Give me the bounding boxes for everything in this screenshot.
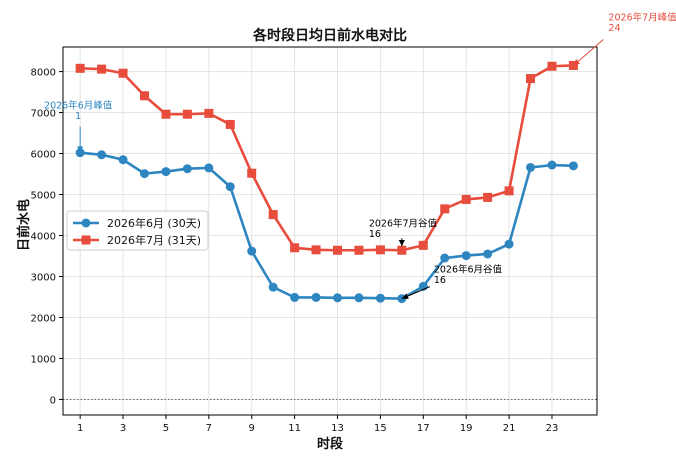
annotation-label-4: 2026年6月谷值 16 bbox=[434, 264, 503, 287]
series-1-point bbox=[461, 251, 471, 261]
annotation-label-1-line: 2026年6月峰值 bbox=[44, 100, 113, 112]
series-2-point bbox=[461, 194, 471, 204]
series-1-point bbox=[247, 246, 257, 256]
series-1-point bbox=[504, 239, 514, 249]
x-tick-label: 9 bbox=[249, 423, 255, 434]
series-2-point bbox=[97, 64, 107, 74]
annotation-label-3-line: 16 bbox=[369, 229, 381, 240]
legend-box bbox=[66, 210, 209, 251]
series-2-point bbox=[118, 68, 128, 78]
annotation-label-2-line: 2026年7月峰值 bbox=[608, 11, 676, 23]
series-2-point bbox=[547, 61, 557, 71]
series-2-point bbox=[504, 186, 514, 196]
series-1-point bbox=[182, 164, 192, 174]
series-1-point bbox=[97, 150, 107, 160]
y-axis-label: 日前水电 bbox=[16, 199, 32, 251]
annotation-3-arrowhead bbox=[398, 239, 405, 247]
series-2-point bbox=[333, 245, 343, 255]
y-tick-label: 2000 bbox=[31, 313, 56, 324]
legend-label: 2026年6月 (30天) bbox=[107, 216, 201, 230]
x-tick-label: 23 bbox=[546, 423, 559, 434]
annotation-label-2: 2026年7月峰值 24 bbox=[608, 11, 676, 34]
series-1-point bbox=[375, 293, 385, 303]
series-1-point bbox=[161, 167, 171, 177]
series-1-point bbox=[547, 160, 557, 170]
legend-label: 2026年7月 (31天) bbox=[107, 233, 201, 247]
x-tick-label: 5 bbox=[163, 423, 169, 434]
series-1-point bbox=[483, 249, 493, 259]
series-1-point bbox=[354, 293, 364, 303]
annotation-label-2-line: 24 bbox=[608, 23, 620, 34]
y-tick-label: 6000 bbox=[31, 150, 56, 161]
y-tick-label: 8000 bbox=[31, 68, 56, 79]
annotation-label-4-line: 2026年6月谷值 bbox=[434, 264, 503, 276]
x-tick-label: 21 bbox=[503, 423, 516, 434]
series-1-point bbox=[333, 293, 343, 303]
x-tick-label: 15 bbox=[374, 423, 387, 434]
series-2-point bbox=[311, 245, 321, 255]
grid-lines bbox=[63, 47, 597, 415]
series-2-point bbox=[354, 245, 364, 255]
x-tick-label: 19 bbox=[460, 423, 473, 434]
annotation-label-4-line: 16 bbox=[434, 275, 446, 286]
x-tick-label: 11 bbox=[288, 423, 301, 434]
series-2-point bbox=[75, 63, 85, 73]
annotation-label-3: 2026年7月谷值 16 bbox=[369, 217, 438, 240]
y-tick-label: 0 bbox=[50, 395, 56, 406]
series-1-point bbox=[204, 163, 214, 173]
annotation-label-1-line: 1 bbox=[75, 111, 81, 122]
series-1-point bbox=[290, 292, 300, 302]
y-tick-label: 4000 bbox=[31, 232, 56, 243]
chart-title: 各时段日均日前水电对比 bbox=[252, 27, 407, 44]
plot-frame bbox=[62, 46, 598, 416]
series-2-point bbox=[397, 245, 407, 255]
annotation-2-arrowhead bbox=[573, 59, 581, 66]
legend-marker bbox=[81, 235, 91, 245]
series-1-point bbox=[440, 253, 450, 263]
series-2-point bbox=[440, 204, 450, 214]
x-axis-label: 时段 bbox=[317, 436, 343, 452]
x-tick-label: 13 bbox=[331, 423, 344, 434]
legend: 2026年6月 (30天) 2026年7月 (31天) bbox=[66, 210, 209, 251]
series-1-point bbox=[568, 161, 578, 171]
y-tick-label: 3000 bbox=[31, 272, 56, 283]
series-2-point bbox=[483, 192, 493, 202]
series-2-point bbox=[418, 240, 428, 250]
series-2-point bbox=[247, 168, 257, 178]
x-tick-label: 7 bbox=[206, 423, 212, 434]
series-2-point bbox=[526, 74, 536, 84]
series-1-point bbox=[139, 169, 149, 179]
series-2-point bbox=[290, 243, 300, 253]
y-tick-label: 5000 bbox=[31, 191, 56, 202]
annotation-2-arrow bbox=[573, 39, 604, 66]
series-layer bbox=[75, 60, 578, 304]
series-2-point bbox=[375, 245, 385, 255]
x-tick-label: 17 bbox=[417, 423, 430, 434]
series-2-point bbox=[182, 109, 192, 119]
annotation-1-arrowhead bbox=[77, 146, 84, 153]
annotation-label-3-line: 2026年7月谷值 bbox=[369, 217, 438, 229]
legend-marker bbox=[81, 218, 91, 228]
series-2-point bbox=[204, 108, 214, 118]
series-2-point bbox=[268, 210, 278, 220]
series-1-point bbox=[268, 282, 278, 292]
series-2-point bbox=[225, 119, 235, 129]
x-tick-label: 3 bbox=[120, 423, 126, 434]
x-tick-label: 1 bbox=[77, 423, 83, 434]
series-1-point bbox=[311, 292, 321, 302]
annotation-label-1: 2026年6月峰值 1 bbox=[44, 100, 113, 123]
series-2-point bbox=[139, 91, 149, 101]
series-1-point bbox=[526, 162, 536, 172]
annotation-4-arrowhead bbox=[401, 293, 409, 299]
series-1-point bbox=[225, 182, 235, 192]
y-tick-label: 7000 bbox=[31, 109, 56, 120]
series-2-point bbox=[161, 109, 171, 119]
series-1-point bbox=[118, 155, 128, 165]
y-tick-label: 1000 bbox=[31, 354, 56, 365]
